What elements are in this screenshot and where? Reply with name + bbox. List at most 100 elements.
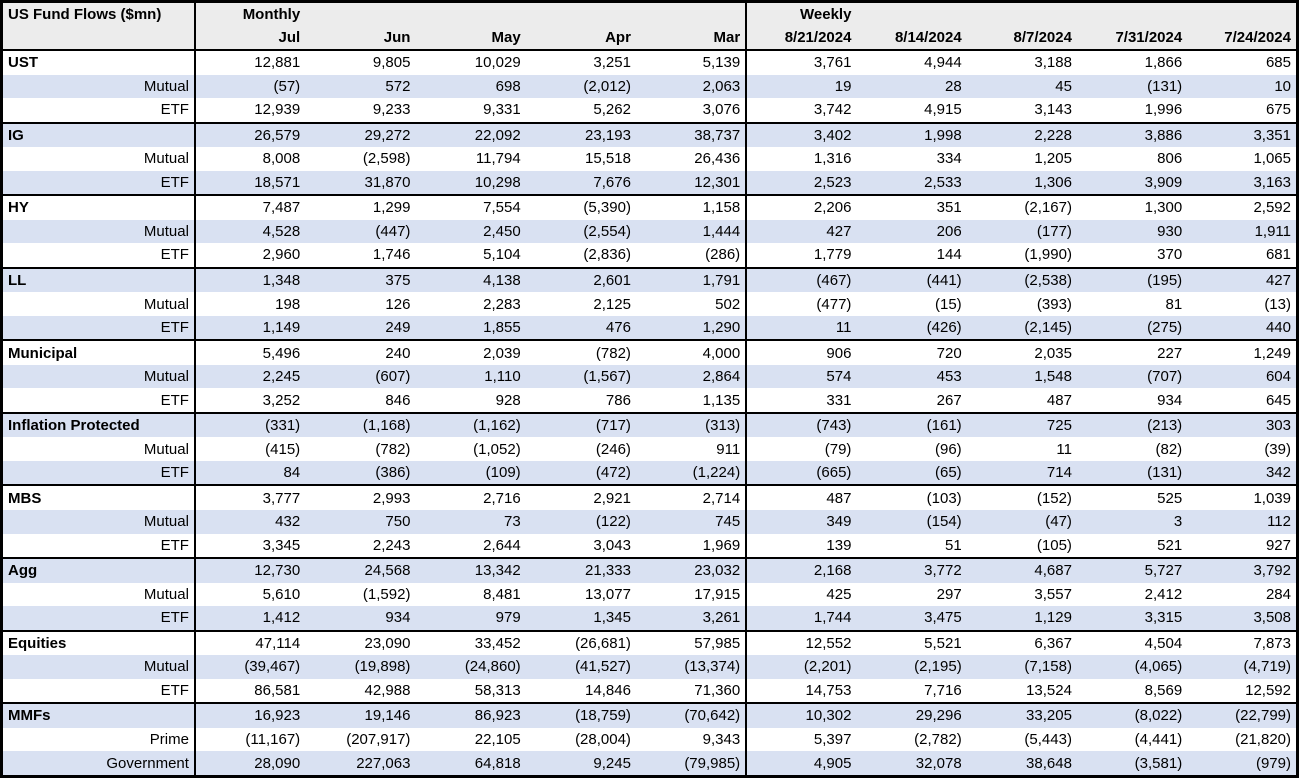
cell-value: 112	[1187, 510, 1298, 534]
cell-value: 427	[745, 219, 857, 244]
cell-value: 1,039	[1187, 484, 1298, 510]
cell-value: (1,567)	[525, 364, 636, 389]
cell-value: (393)	[966, 292, 1077, 316]
cell-value: 3,557	[966, 582, 1077, 607]
cell-value: (109)	[415, 460, 526, 486]
cell-value: 5,397	[745, 727, 857, 752]
cell-value: 2,864	[635, 364, 747, 389]
column-header: 7/24/2024	[1187, 26, 1298, 51]
cell-value: 1,345	[525, 606, 636, 631]
cell-value: (441)	[856, 266, 967, 293]
cell-value: (26,681)	[525, 629, 636, 656]
group-row-label: Municipal	[1, 339, 196, 365]
cell-value: (331)	[194, 411, 306, 438]
cell-value: 1,998	[856, 121, 967, 148]
sub-row: Mutual 2,245 (607) 1,110 (1,567) 2,864 574 453 1…	[1, 364, 1298, 389]
sub-row: ETF 12,939 9,233 9,331 5,262 3,076 3,742 4,915 3…	[1, 98, 1298, 123]
cell-value: 2,592	[1187, 194, 1298, 220]
cell-value: 3,351	[1187, 121, 1298, 148]
group-row-label: LL	[1, 266, 196, 293]
cell-value: 720	[856, 339, 967, 365]
cell-value: 22,092	[415, 121, 526, 148]
cell-value: 9,245	[525, 751, 636, 777]
cell-value: (2,782)	[856, 727, 967, 752]
cell-value: 685	[1187, 49, 1298, 75]
sub-row: ETF 2,960 1,746 5,104 (2,836) (286) 1,779 144 (1…	[1, 243, 1298, 268]
cell-value: 3,076	[635, 98, 747, 123]
cell-value: (743)	[745, 411, 857, 438]
cell-value: (152)	[966, 484, 1077, 510]
cell-value: 9,233	[305, 98, 416, 123]
cell-value: 427	[1187, 266, 1298, 293]
cell-value: (707)	[1076, 364, 1188, 389]
group-row: Inflation Protected (331) (1,168) (1,162) (7…	[1, 411, 1298, 438]
sub-row-label: Mutual	[1, 147, 196, 171]
cell-value: 267	[856, 388, 967, 413]
cell-value: (13,374)	[635, 655, 747, 679]
sub-row-label: ETF	[1, 98, 196, 123]
cell-value: 86,581	[194, 678, 306, 704]
cell-value: 2,960	[194, 243, 306, 268]
cell-value: 32,078	[856, 751, 967, 777]
cell-value: (122)	[525, 510, 636, 534]
cell-value: (39,467)	[194, 655, 306, 679]
cell-value: 806	[1076, 147, 1188, 171]
cell-value: 2,601	[525, 266, 636, 293]
cell-value: 572	[305, 74, 416, 99]
cell-value: 9,331	[415, 98, 526, 123]
cell-value: (4,065)	[1076, 655, 1188, 679]
cell-value: (4,441)	[1076, 727, 1188, 752]
cell-value: 487	[745, 484, 857, 510]
cell-value: 28,090	[194, 751, 306, 777]
cell-value: 3,345	[194, 533, 306, 559]
cell-value: 7,487	[194, 194, 306, 220]
sub-row: Mutual (415) (782) (1,052) (246) 911 (79) (96) 1…	[1, 437, 1298, 461]
column-header: 7/31/2024	[1076, 26, 1188, 51]
cell-value: 10,298	[415, 170, 526, 196]
cell-value: 1,065	[1187, 147, 1298, 171]
cell-value: 3,402	[745, 121, 857, 148]
cell-value: (154)	[856, 510, 967, 534]
cell-value: (979)	[1187, 751, 1298, 777]
cell-value: 2,035	[966, 339, 1077, 365]
cell-value: 15,518	[525, 147, 636, 171]
column-header: Apr	[525, 26, 636, 51]
cell-value: 1,412	[194, 606, 306, 631]
cell-value: 7,716	[856, 678, 967, 704]
cell-value: 5,139	[635, 49, 747, 75]
sub-row-label: Mutual	[1, 364, 196, 389]
cell-value: (105)	[966, 533, 1077, 559]
sub-row: Mutual (57) 572 698 (2,012) 2,063 19 28 45 (131) 1…	[1, 74, 1298, 99]
sub-row-label: Mutual	[1, 510, 196, 534]
cell-value: (472)	[525, 460, 636, 486]
sub-row-label: Mutual	[1, 582, 196, 607]
cell-value: 930	[1076, 219, 1188, 244]
cell-value: 3,163	[1187, 170, 1298, 196]
cell-value: 23,032	[635, 557, 747, 583]
group-row: Municipal 5,496 240 2,039 (782) 4,000 906 720 2,…	[1, 339, 1298, 365]
sub-row: Mutual (39,467) (19,898) (24,860) (41,527) (1…	[1, 655, 1298, 679]
table-body: UST 12,881 9,805 10,029 3,251 5,139 3,761 4,944…	[1, 49, 1298, 777]
cell-value: 927	[1187, 533, 1298, 559]
cell-value: (70,642)	[635, 702, 747, 728]
cell-value: 7,873	[1187, 629, 1298, 656]
cell-value: (28,004)	[525, 727, 636, 752]
cell-value: 2,533	[856, 170, 967, 196]
cell-value: 1,149	[194, 315, 306, 341]
group-row: UST 12,881 9,805 10,029 3,251 5,139 3,761 4,944…	[1, 49, 1298, 75]
cell-value: (19,898)	[305, 655, 416, 679]
cell-value: (2,167)	[966, 194, 1077, 220]
group-row-label: MMFs	[1, 702, 196, 728]
cell-value: 3,909	[1076, 170, 1188, 196]
group-row: IG 26,579 29,272 22,092 23,193 38,737 3,402 1,9…	[1, 121, 1298, 148]
cell-value: 64,818	[415, 751, 526, 777]
cell-value: 13,342	[415, 557, 526, 583]
sub-row-label: Mutual	[1, 655, 196, 679]
cell-value: 476	[525, 315, 636, 341]
cell-value: 13,524	[966, 678, 1077, 704]
sub-row: Government 28,090 227,063 64,818 9,245 (79,98…	[1, 751, 1298, 777]
cell-value: (4,719)	[1187, 655, 1298, 679]
cell-value: 249	[305, 315, 416, 341]
